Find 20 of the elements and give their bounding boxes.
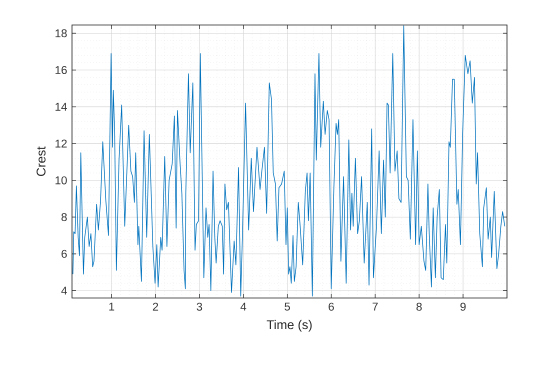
x-tick-label: 4 xyxy=(240,302,246,310)
x-tick-label: 3 xyxy=(196,302,202,311)
y-tick-label: 12 xyxy=(56,140,67,148)
y-tick-label: 16 xyxy=(56,66,67,74)
y-tick-label: 6 xyxy=(62,250,67,258)
x-tick-label: 9 xyxy=(460,302,466,311)
y-tick-label: 4 xyxy=(61,286,67,295)
x-tick-label: 8 xyxy=(416,302,422,311)
x-tick-label: 5 xyxy=(284,302,290,311)
x-tick-label: 7 xyxy=(372,302,378,310)
y-axis-title: Crest xyxy=(36,146,46,176)
line-series xyxy=(72,26,506,297)
y-tick-label: 18 xyxy=(56,29,67,38)
x-axis-title: Time (s) xyxy=(266,320,312,332)
y-tick-label: 8 xyxy=(61,213,67,222)
x-tick-label: 2 xyxy=(152,302,158,311)
y-tick-label: 10 xyxy=(56,176,67,184)
y-tick-label: 14 xyxy=(56,102,67,111)
x-tick-label: 1 xyxy=(109,302,114,310)
x-tick-label: 6 xyxy=(328,302,334,311)
